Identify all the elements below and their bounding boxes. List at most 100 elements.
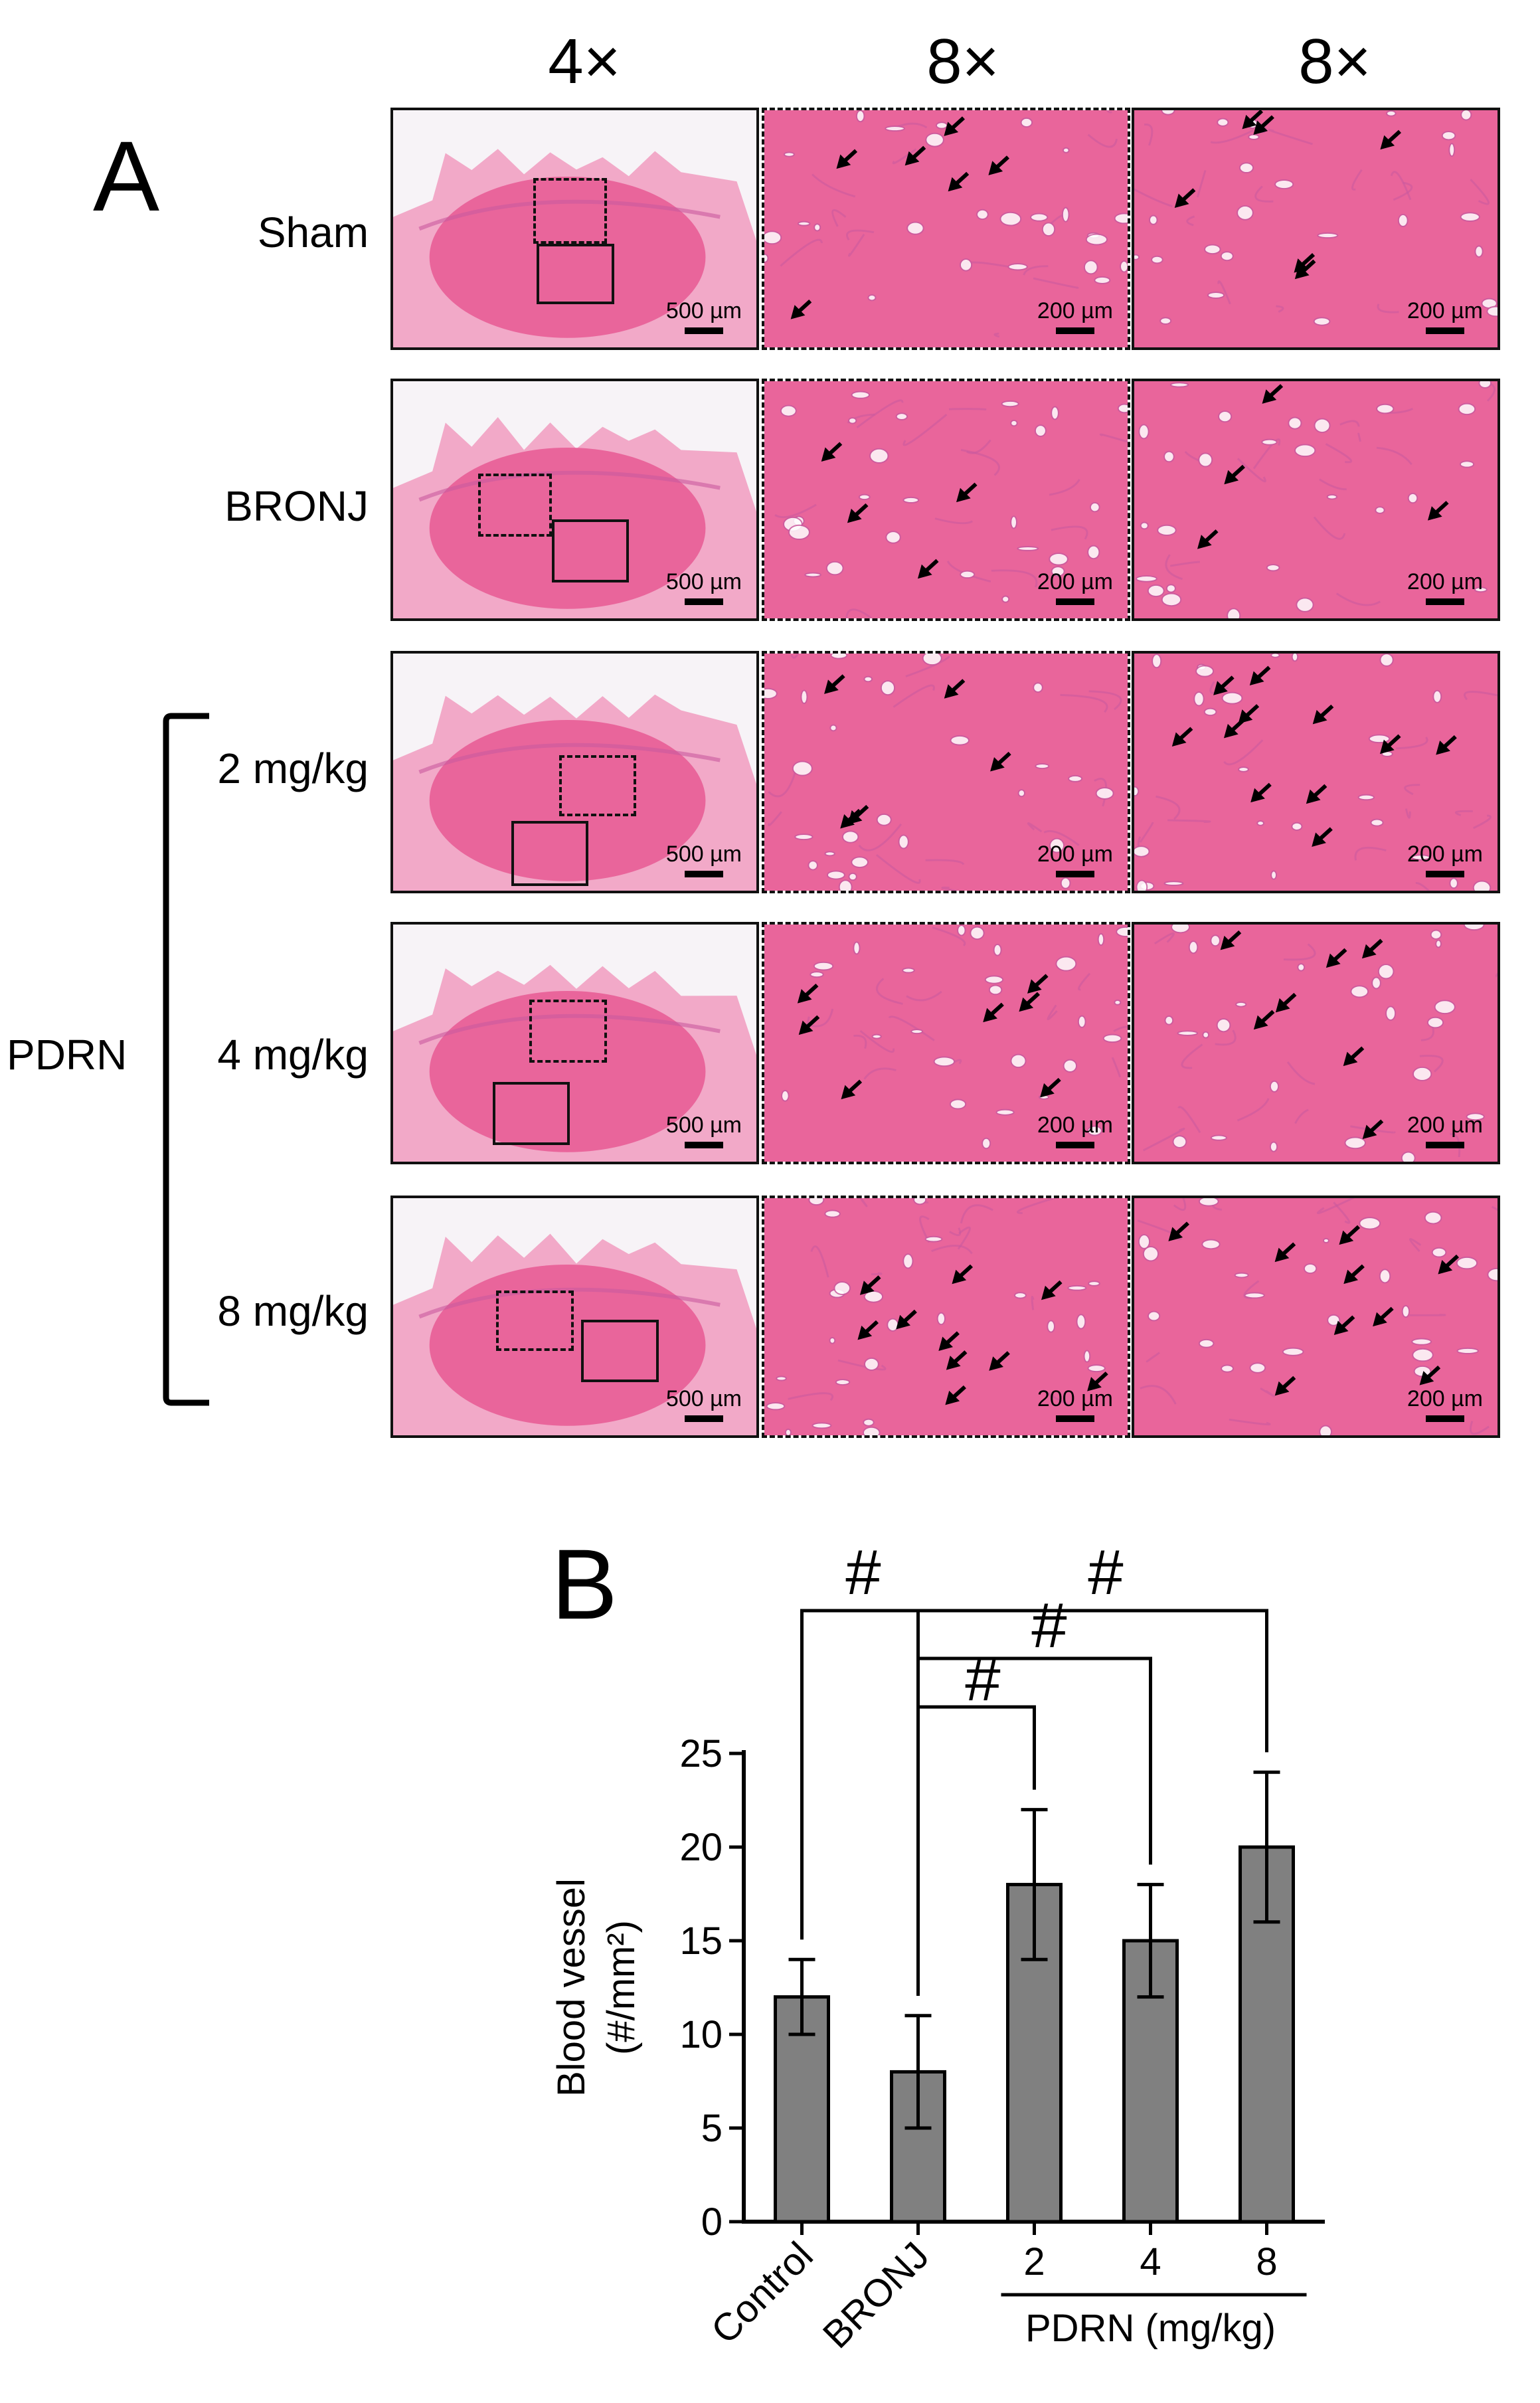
vessel-arrow-icon — [1213, 675, 1235, 695]
vessel-arrow-icon — [1087, 1372, 1108, 1391]
scale-bar: 200 µm — [1407, 1387, 1483, 1422]
scale-bar-label: 200 µm — [1407, 569, 1483, 594]
vessel-arrow-icon — [946, 1350, 968, 1370]
he-stain-figure — [1134, 1198, 1497, 1435]
panel-a-letter: A — [93, 120, 160, 232]
vessel-arrow-icon — [1326, 948, 1347, 968]
blood-vessel-bar-chart: 0 5 10 15 20 25 Blood vessel (#/mm²) ControlBRON… — [550, 1537, 1325, 2357]
histology-overview-image: 500 µm — [390, 379, 759, 621]
vessel-arrow-icon — [1242, 110, 1264, 130]
vessel-arrow-icon — [1171, 727, 1193, 747]
row-label-bronj: BRONJ — [224, 482, 369, 530]
scale-bar: 500 µm — [666, 571, 742, 605]
he-stain-figure — [764, 925, 1128, 1162]
y-tick-label: 25 — [679, 1732, 723, 1775]
column-header-8x-2: 8× — [1298, 26, 1371, 97]
histology-detail-image: 200 µm — [762, 922, 1130, 1164]
x-tick-label-dose: 2 — [1023, 2240, 1045, 2283]
histology-overview-image: 500 µm — [390, 651, 759, 893]
inset-region-solid — [511, 820, 589, 887]
he-stain-figure — [1134, 110, 1497, 347]
scale-bar-label: 200 µm — [1037, 842, 1113, 867]
vessel-arrow-icon — [938, 1331, 960, 1351]
scale-bar: 200 µm — [1037, 1387, 1113, 1422]
vessel-arrow-icon — [857, 1320, 879, 1340]
scale-bar: 500 µm — [666, 1387, 742, 1422]
x-tick-label-dose: 8 — [1256, 2240, 1277, 2283]
vessel-arrow-icon — [948, 171, 970, 192]
vessel-arrow-icon — [790, 300, 812, 319]
vessel-arrow-icon — [983, 1002, 1004, 1023]
inset-region-dotted — [533, 178, 607, 244]
vessel-arrow-icon — [1274, 1376, 1296, 1396]
histology-detail-image: 200 µm — [1132, 922, 1500, 1164]
he-stain-figure — [764, 1198, 1128, 1435]
vessel-arrow-icon — [1250, 782, 1272, 803]
vessel-arrow-icon — [1339, 1225, 1361, 1245]
he-stain-figure — [764, 381, 1128, 618]
inset-region-solid — [581, 1319, 659, 1383]
scale-bar: 200 µm — [1037, 1114, 1113, 1148]
sig-bracket-bronj-2 — [916, 1705, 1036, 1996]
x-tick-label-control: Control — [703, 2234, 821, 2352]
sig-marker-2: # — [965, 1643, 1000, 1714]
vessel-arrow-icon — [990, 751, 1011, 772]
histology-detail-image: 200 µm — [762, 108, 1130, 350]
vessel-arrow-icon — [1224, 464, 1245, 485]
vessel-arrow-icon — [1253, 1010, 1275, 1030]
histology-overview-image: 500 µm — [390, 108, 759, 350]
he-stain-figure — [764, 110, 1128, 347]
scale-bar-label: 200 µm — [1407, 1112, 1483, 1138]
vessel-arrow-icon — [1197, 529, 1219, 549]
inset-region-solid — [537, 243, 614, 304]
y-axis-unit: (#/mm²) — [600, 1920, 643, 2055]
he-stain-figure — [393, 110, 756, 347]
vessel-arrow-icon — [1275, 992, 1297, 1013]
scale-bar: 500 µm — [666, 1114, 742, 1148]
scale-bar-label: 500 µm — [665, 569, 742, 594]
x-tick-label-bronj: BRONJ — [815, 2234, 938, 2357]
inset-region-dotted — [477, 473, 552, 537]
he-stain-figure — [393, 381, 756, 618]
scale-bar-label: 200 µm — [1037, 298, 1113, 323]
inset-region-solid — [551, 519, 630, 582]
vessel-arrow-icon — [836, 149, 858, 169]
vessel-arrow-icon — [1362, 1119, 1384, 1140]
histology-detail-image: 200 µm — [762, 651, 1130, 893]
scale-bar-label: 200 µm — [1037, 1112, 1113, 1138]
he-stain-figure — [393, 925, 756, 1162]
scale-bar-label: 500 µm — [665, 298, 742, 323]
vessel-arrow-icon — [956, 482, 978, 503]
x-tick-label-dose: 4 — [1140, 2240, 1161, 2283]
y-tick-label: 10 — [679, 2013, 723, 2056]
he-stain-figure — [393, 1198, 756, 1435]
vessel-arrow-icon — [944, 116, 965, 136]
scale-bar-label: 200 µm — [1037, 569, 1113, 594]
he-stain-figure — [764, 654, 1128, 891]
vessel-arrow-icon — [1040, 1077, 1061, 1098]
vessel-arrow-icon — [1379, 734, 1401, 755]
vessel-arrow-icon — [824, 674, 845, 694]
he-stain-figure — [1134, 925, 1497, 1162]
vessel-arrow-icon — [1262, 384, 1284, 404]
sig-marker-8: # — [1088, 1537, 1123, 1608]
vessel-arrow-icon — [1294, 253, 1316, 273]
scale-bar: 500 µm — [666, 300, 742, 334]
vessel-arrow-icon — [896, 1309, 917, 1330]
vessel-arrow-icon — [1306, 784, 1327, 804]
vessel-arrow-icon — [797, 984, 819, 1004]
histology-detail-image: 200 µm — [762, 1196, 1130, 1438]
sig-marker-control: # — [845, 1537, 881, 1608]
histology-detail-image: 200 µm — [762, 379, 1130, 621]
vessel-arrow-icon — [917, 559, 939, 579]
vessel-arrow-icon — [944, 679, 966, 699]
vessel-arrow-icon — [945, 1385, 966, 1405]
inset-region-solid — [492, 1082, 570, 1146]
scale-bar-label: 200 µm — [1037, 1386, 1113, 1411]
vessel-arrow-icon — [840, 808, 861, 829]
row-label-2mgkg: 2 mg/kg — [217, 745, 369, 792]
vessel-arrow-icon — [1333, 1315, 1355, 1335]
vessel-arrow-icon — [904, 145, 926, 166]
histology-detail-image: 200 µm — [1132, 379, 1500, 621]
he-stain-figure — [1134, 654, 1497, 891]
